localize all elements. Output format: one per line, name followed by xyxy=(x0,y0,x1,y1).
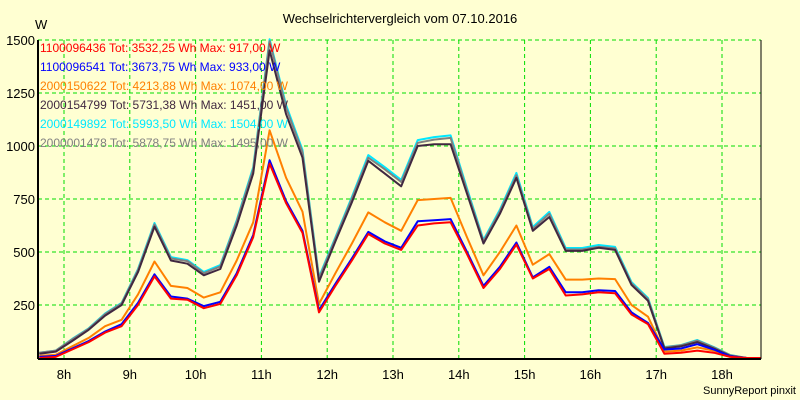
x-tick-label: 13h xyxy=(382,367,404,382)
x-tick-label: 16h xyxy=(580,367,602,382)
y-tick-label: 1250 xyxy=(6,86,35,101)
legend-entry-2000001478: 2000001478 Tot: 5878,75 Wh Max: 1495,00 … xyxy=(40,136,289,150)
axes xyxy=(37,40,762,360)
y-axis-label: W xyxy=(35,17,48,32)
x-tick-label: 15h xyxy=(514,367,536,382)
grid xyxy=(38,39,761,358)
series-line-2000154799 xyxy=(39,49,761,359)
x-tick-label: 10h xyxy=(185,367,207,382)
y-tick-label: 1000 xyxy=(6,139,35,154)
y-tick-label: 250 xyxy=(13,298,35,313)
series-line-1100096436 xyxy=(39,162,761,359)
series-line-2000150622 xyxy=(39,129,761,359)
y-tick-label: 500 xyxy=(13,245,35,260)
x-tick-label: 11h xyxy=(251,367,272,382)
series-lines xyxy=(39,38,761,359)
legend-entry-2000150622: 2000150622 Tot: 4213,88 Wh Max: 1074,00 … xyxy=(40,79,289,93)
x-tick-label: 18h xyxy=(711,367,733,382)
chart-title: Wechselrichtervergleich vom 07.10.2016 xyxy=(283,11,518,26)
x-tick-label: 9h xyxy=(123,367,137,382)
legend-entry-1100096541: 1100096541 Tot: 3673,75 Wh Max: 933,00 W xyxy=(40,60,281,74)
x-tick-label: 17h xyxy=(645,367,667,382)
legend-entry-2000149892: 2000149892 Tot: 5993,50 Wh Max: 1504,00 … xyxy=(40,117,289,131)
tick-labels: 250 500 750 1000 1250 1500 8h 9h 10h 11h 12h 13h 14h… xyxy=(6,33,733,382)
x-tick-label: 12h xyxy=(316,367,338,382)
x-tick-label: 14h xyxy=(448,367,470,382)
y-tick-label: 750 xyxy=(13,192,35,207)
y-tick-label: 1500 xyxy=(6,33,35,48)
series-line-1100096541 xyxy=(39,159,761,359)
x-tick-label: 8h xyxy=(57,367,71,382)
legend-entry-2000154799: 2000154799 Tot: 5731,38 Wh Max: 1451,00 … xyxy=(40,98,289,112)
footer-credit: SunnyReport pinxit xyxy=(703,385,796,397)
legend-entry-1100096436: 1100096436 Tot: 3532,25 Wh Max: 917,00 W xyxy=(40,41,281,55)
legend: 1100096436 Tot: 3532,25 Wh Max: 917,00 W… xyxy=(40,41,289,150)
